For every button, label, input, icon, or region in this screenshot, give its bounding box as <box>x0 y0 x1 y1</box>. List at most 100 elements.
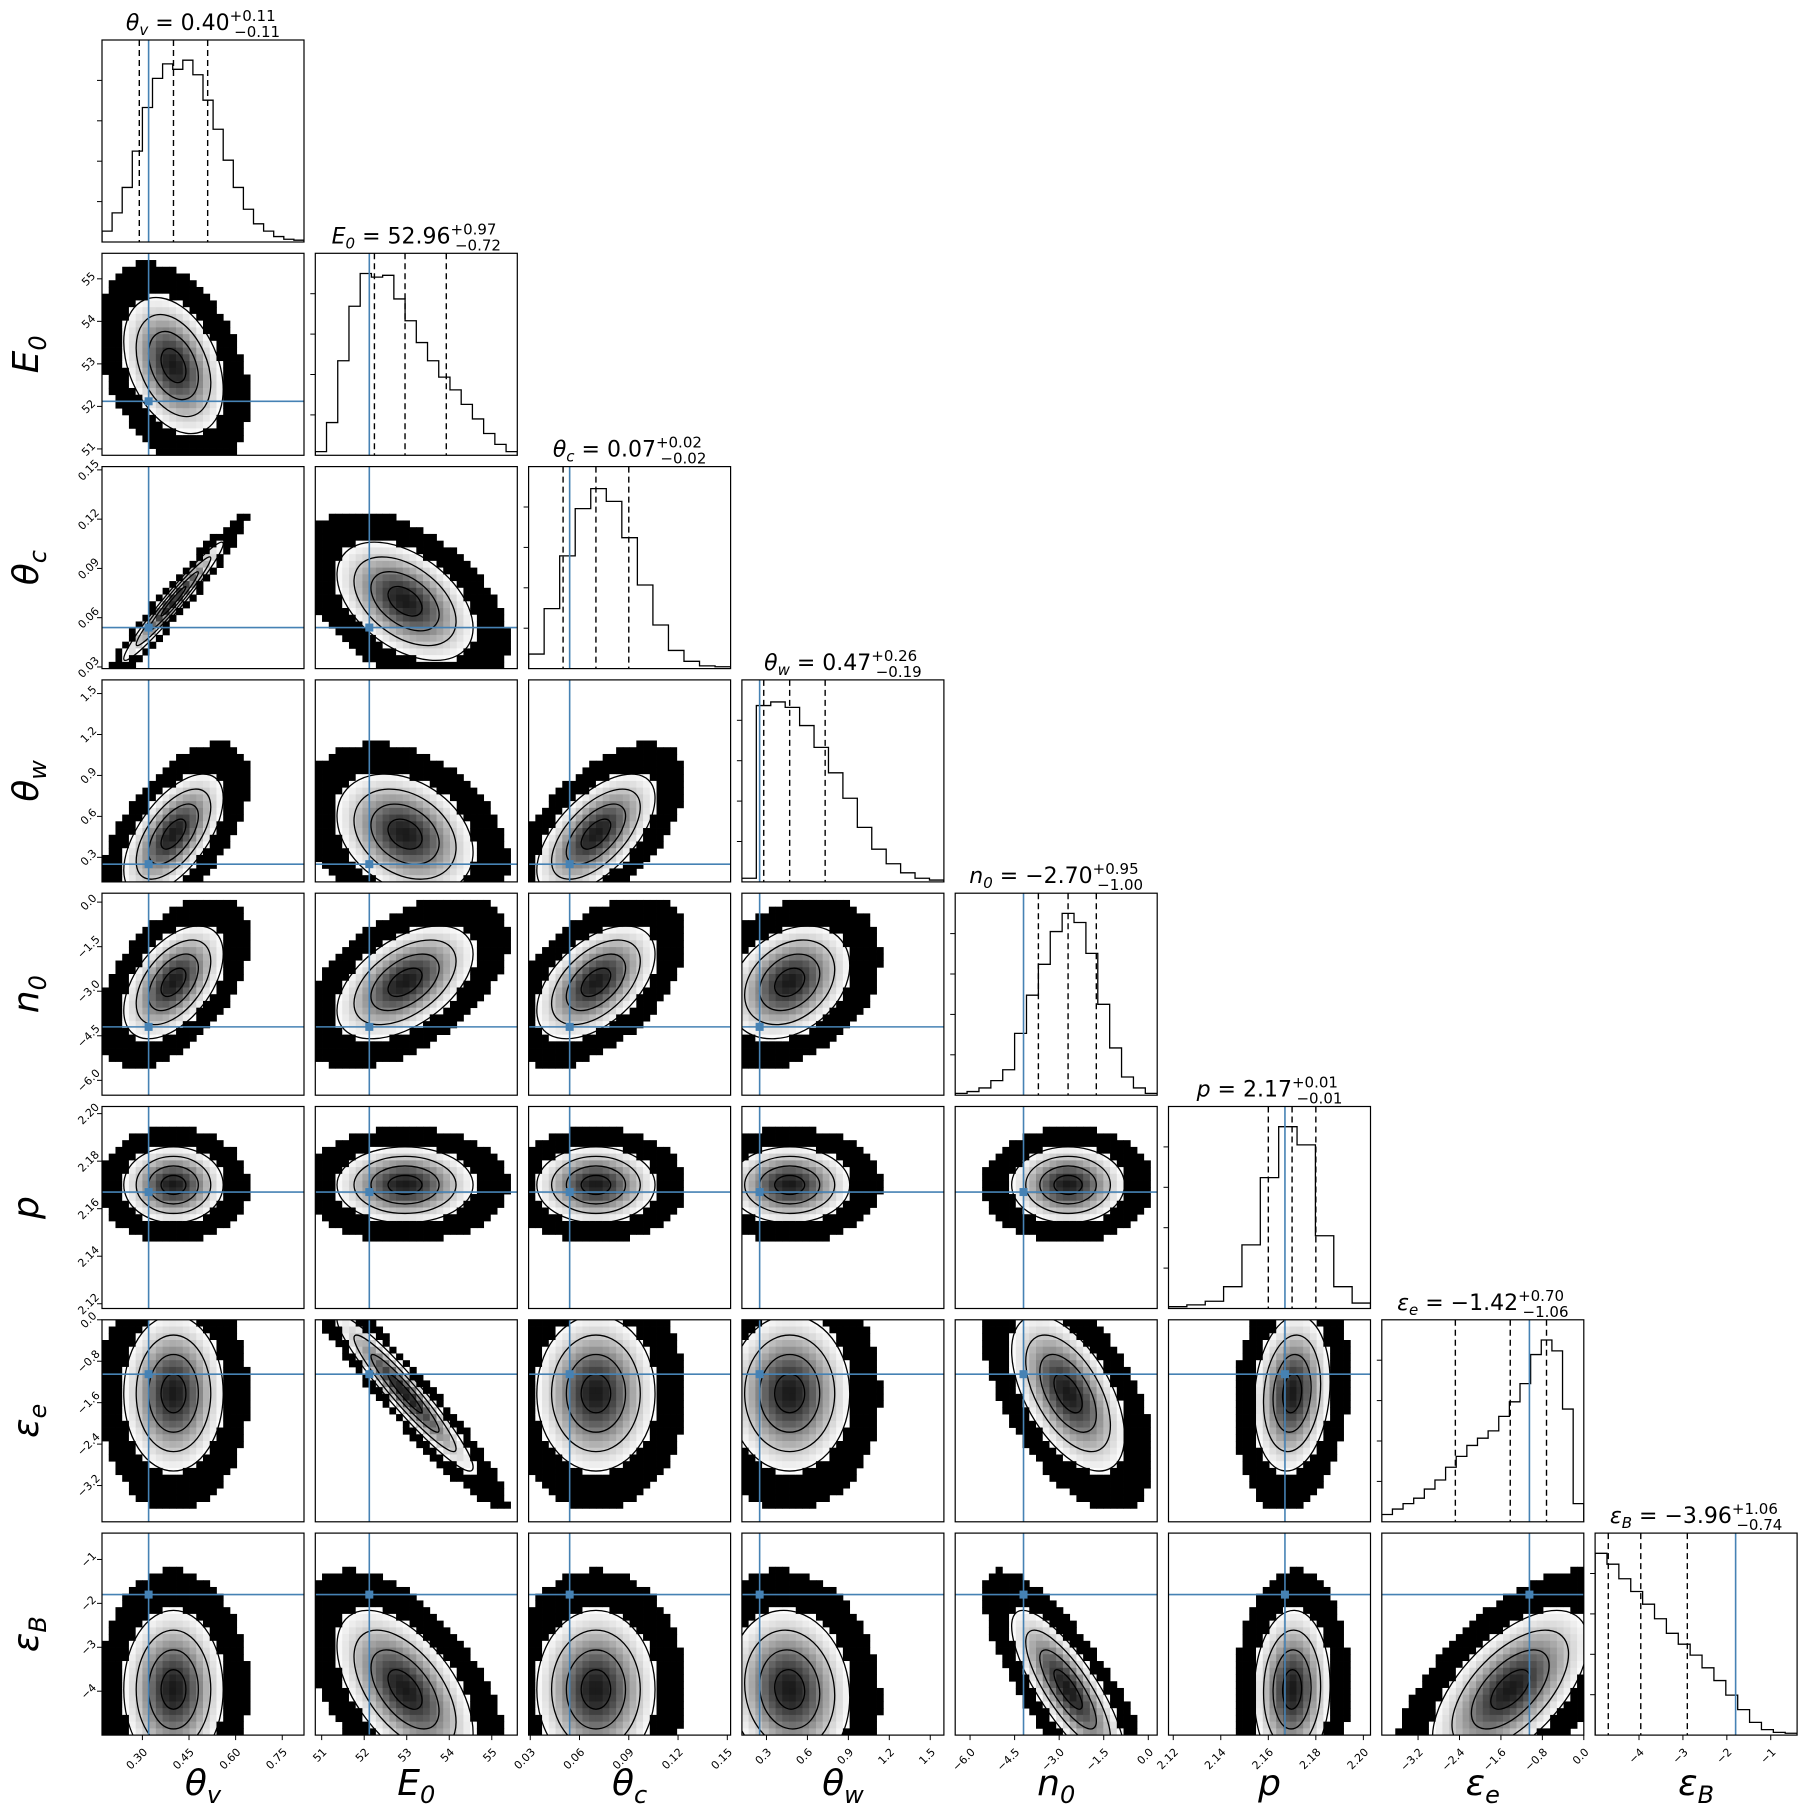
density-cell <box>169 394 177 402</box>
density-cell <box>416 1207 424 1215</box>
density-cell <box>436 614 444 622</box>
density-cell <box>382 807 390 815</box>
density-cell <box>169 1173 177 1181</box>
density-cell <box>483 601 491 609</box>
density-cell <box>223 428 231 436</box>
density-cell <box>562 980 570 988</box>
density-cell <box>456 641 464 649</box>
density-cell <box>629 920 637 928</box>
density-cell <box>649 899 657 908</box>
density-cell <box>189 1126 197 1134</box>
density-cell <box>362 753 370 762</box>
density-cell <box>643 960 651 968</box>
density-cell <box>483 821 491 829</box>
density-cell <box>829 1014 837 1022</box>
density-cell <box>470 854 478 863</box>
density-cell <box>169 913 177 921</box>
density-cell <box>362 801 370 809</box>
density-cell <box>328 614 336 622</box>
density-cell <box>216 1187 224 1195</box>
density-cell <box>369 980 377 988</box>
density-cell <box>575 875 583 882</box>
density-cell <box>782 953 790 961</box>
density-cell <box>315 767 323 775</box>
density-cell <box>656 987 664 995</box>
density-cell <box>196 760 204 768</box>
density-cell <box>162 387 170 396</box>
density-cell <box>449 1194 458 1202</box>
density-cell <box>209 1220 217 1229</box>
density-cell <box>355 994 363 1002</box>
density-cell <box>189 807 197 815</box>
density-cell <box>223 387 231 396</box>
density-cell <box>162 1220 170 1229</box>
density-cell <box>490 1180 498 1188</box>
density-cell <box>449 641 458 649</box>
density-cell <box>629 1014 637 1022</box>
density-cell <box>236 367 244 375</box>
density-cell <box>369 614 377 622</box>
density-cell <box>789 1021 797 1029</box>
density-cell <box>535 1207 543 1215</box>
density-cell <box>429 947 437 955</box>
density-cell <box>483 834 491 842</box>
density-cell <box>656 913 664 921</box>
density-cell <box>409 753 417 762</box>
density-cell <box>382 560 390 568</box>
density-cell <box>436 1180 444 1188</box>
density-cell <box>149 340 157 348</box>
density-cell <box>429 974 437 982</box>
density-cell <box>229 987 238 995</box>
density-cell <box>155 1140 163 1148</box>
density-cell <box>436 987 444 995</box>
density-cell <box>155 1180 163 1188</box>
density-cell <box>456 1160 464 1168</box>
density-cell <box>189 435 197 443</box>
density-cell <box>470 875 478 882</box>
contour <box>536 925 656 1040</box>
density-cell <box>402 1041 410 1049</box>
density-cell <box>375 648 384 656</box>
density-cell <box>216 421 224 429</box>
density-cell <box>169 933 177 941</box>
density-cell <box>348 634 357 643</box>
density-cell <box>389 1200 397 1208</box>
truth-marker <box>755 1022 764 1031</box>
density-cell <box>115 320 123 328</box>
density-cell <box>149 926 157 934</box>
density-cell <box>223 540 231 548</box>
density-cell <box>229 953 238 961</box>
density-cell <box>528 960 536 968</box>
density-cell <box>535 1187 543 1195</box>
density-cell <box>416 1126 424 1134</box>
density-cell <box>470 655 478 663</box>
density-cell <box>135 814 143 822</box>
density-cell <box>135 1054 143 1062</box>
density-cell <box>128 875 137 882</box>
density-cell <box>115 273 123 281</box>
density-cell <box>189 414 197 423</box>
density-cell <box>382 987 390 995</box>
density-cell <box>382 740 390 748</box>
density-cell <box>182 1000 190 1009</box>
density-cell <box>382 1027 390 1035</box>
density-cell <box>822 960 830 968</box>
density-cell <box>203 1133 211 1141</box>
density-cell <box>582 780 590 789</box>
density-cell <box>616 974 624 982</box>
density-cell <box>423 1034 431 1042</box>
density-cell <box>182 960 190 968</box>
density-cell <box>348 1007 357 1015</box>
density-cell <box>470 1153 478 1161</box>
density-cell <box>470 834 478 842</box>
density-cell <box>369 947 377 955</box>
density-cell <box>636 920 644 928</box>
density-cell <box>562 1234 570 1242</box>
density-cell <box>775 1027 783 1035</box>
density-cell <box>409 554 417 562</box>
density-cell <box>643 760 651 768</box>
density-cell <box>182 848 190 856</box>
density-cell <box>315 527 323 535</box>
density-cell <box>656 841 664 849</box>
density-cell <box>315 828 323 836</box>
